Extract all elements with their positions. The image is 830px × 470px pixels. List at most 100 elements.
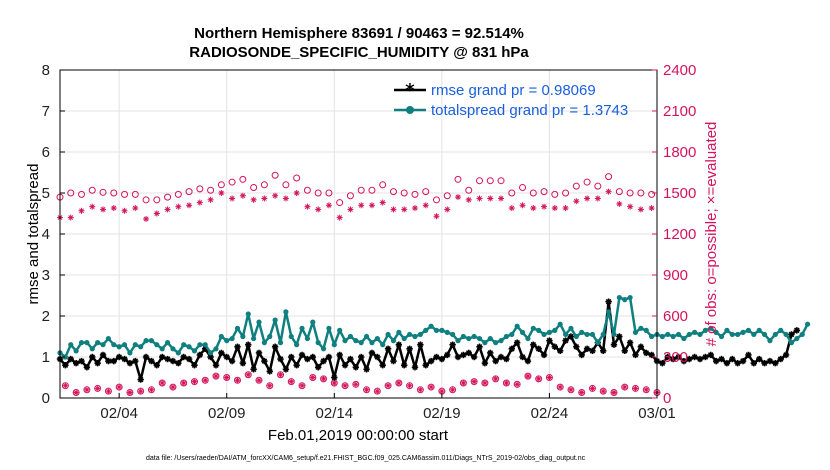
star-stroke (293, 362, 300, 369)
totalspread-point (240, 333, 246, 340)
possible-count-point (583, 178, 591, 186)
possible-count-point (174, 190, 182, 198)
star-stroke (536, 376, 541, 381)
evaluated-count-point (196, 199, 203, 206)
evaluated-count-point (110, 205, 117, 212)
star-stroke (434, 213, 439, 219)
star-stroke (94, 360, 101, 366)
evaluated-count-point (422, 202, 429, 209)
evaluated-count-point (73, 390, 79, 396)
star-stroke (213, 374, 219, 379)
star-stroke (143, 354, 149, 360)
star-stroke (418, 387, 423, 392)
rmse-point (121, 355, 128, 363)
star-stroke (117, 384, 122, 390)
rmse-point (519, 353, 526, 361)
evaluated-count-point (272, 192, 279, 199)
rmse-point (648, 351, 655, 359)
evaluated-count-point (546, 375, 552, 380)
rmse-point (680, 357, 688, 365)
totalspread-point (78, 340, 85, 346)
legend-spread-marker (406, 106, 414, 114)
totalspread-point (68, 342, 74, 348)
rmse-point (567, 333, 575, 340)
evaluated-count-point (293, 190, 300, 196)
evaluated-count-point (648, 205, 655, 212)
possible-count-point (578, 389, 586, 397)
totalspread-point (251, 335, 257, 342)
star-stroke (374, 354, 381, 360)
totalspread-point (396, 329, 402, 335)
totalspread-point (277, 340, 284, 346)
possible-count-point (217, 181, 225, 189)
right-y-tick-label: 900 (663, 267, 688, 284)
possible-count-point (363, 386, 371, 394)
totalspread-point (450, 331, 456, 338)
star-stroke (138, 389, 143, 394)
rmse-point (282, 366, 290, 373)
possible-count-point (519, 184, 527, 192)
star-stroke (707, 352, 714, 358)
rmse-point (62, 362, 69, 369)
star-stroke (309, 354, 316, 360)
rmse-point (336, 351, 343, 359)
star-stroke (332, 380, 337, 386)
rmse-point (164, 355, 171, 363)
totalspread-point (181, 342, 187, 348)
totalspread-point (406, 331, 413, 338)
evaluated-count-point (407, 383, 413, 389)
totalspread-point (471, 333, 477, 340)
totalspread-point (692, 329, 698, 335)
evaluated-count-point (482, 380, 488, 386)
star-stroke (127, 360, 133, 366)
rmse-point (745, 351, 752, 359)
rmse-point (379, 362, 386, 369)
rmse-point (137, 376, 144, 383)
rmse-point (132, 357, 139, 365)
star-stroke (643, 350, 650, 356)
possible-count-point (368, 186, 376, 194)
star-stroke (633, 386, 638, 391)
totalspread-point (611, 331, 617, 338)
totalspread-point (310, 319, 316, 325)
evaluated-count-point (417, 387, 423, 393)
totalspread-point (525, 335, 531, 342)
possible-count-point (255, 376, 263, 384)
possible-count-point (443, 192, 451, 200)
evaluated-count-point (67, 214, 74, 221)
star-stroke (358, 202, 364, 208)
star-stroke (127, 390, 133, 395)
evaluated-count-point (331, 380, 337, 386)
rmse-point (702, 353, 709, 361)
star-stroke (406, 345, 413, 352)
star-stroke (165, 206, 171, 212)
evaluated-count-point (600, 388, 606, 394)
totalspread-point (552, 327, 558, 333)
left-y-tick-label: 0 (42, 390, 50, 407)
totalspread-point (202, 342, 208, 348)
evaluated-count-point (573, 198, 580, 205)
totalspread-point (315, 340, 321, 346)
evaluated-count-point (84, 387, 90, 393)
star-stroke (606, 189, 612, 195)
star-stroke (337, 215, 343, 221)
totalspread-point (89, 346, 95, 352)
totalspread-point (428, 323, 434, 329)
star-stroke (616, 201, 622, 207)
totalspread-point (320, 346, 327, 352)
star-stroke (363, 366, 370, 373)
rmse-point (449, 341, 456, 348)
evaluated-count-point (390, 206, 397, 213)
rmse-point (513, 339, 521, 346)
rmse-point (271, 343, 279, 350)
possible-count-point (481, 379, 489, 387)
star-stroke (143, 216, 149, 222)
evaluated-count-point (364, 387, 370, 393)
obs-count-markers (56, 171, 661, 397)
possible-count-point (185, 188, 193, 196)
left-y-tick-label: 8 (42, 62, 50, 79)
star-stroke (761, 360, 768, 366)
evaluated-count-point (175, 203, 182, 210)
totalspread-point (756, 327, 762, 333)
series-lines (56, 294, 811, 383)
